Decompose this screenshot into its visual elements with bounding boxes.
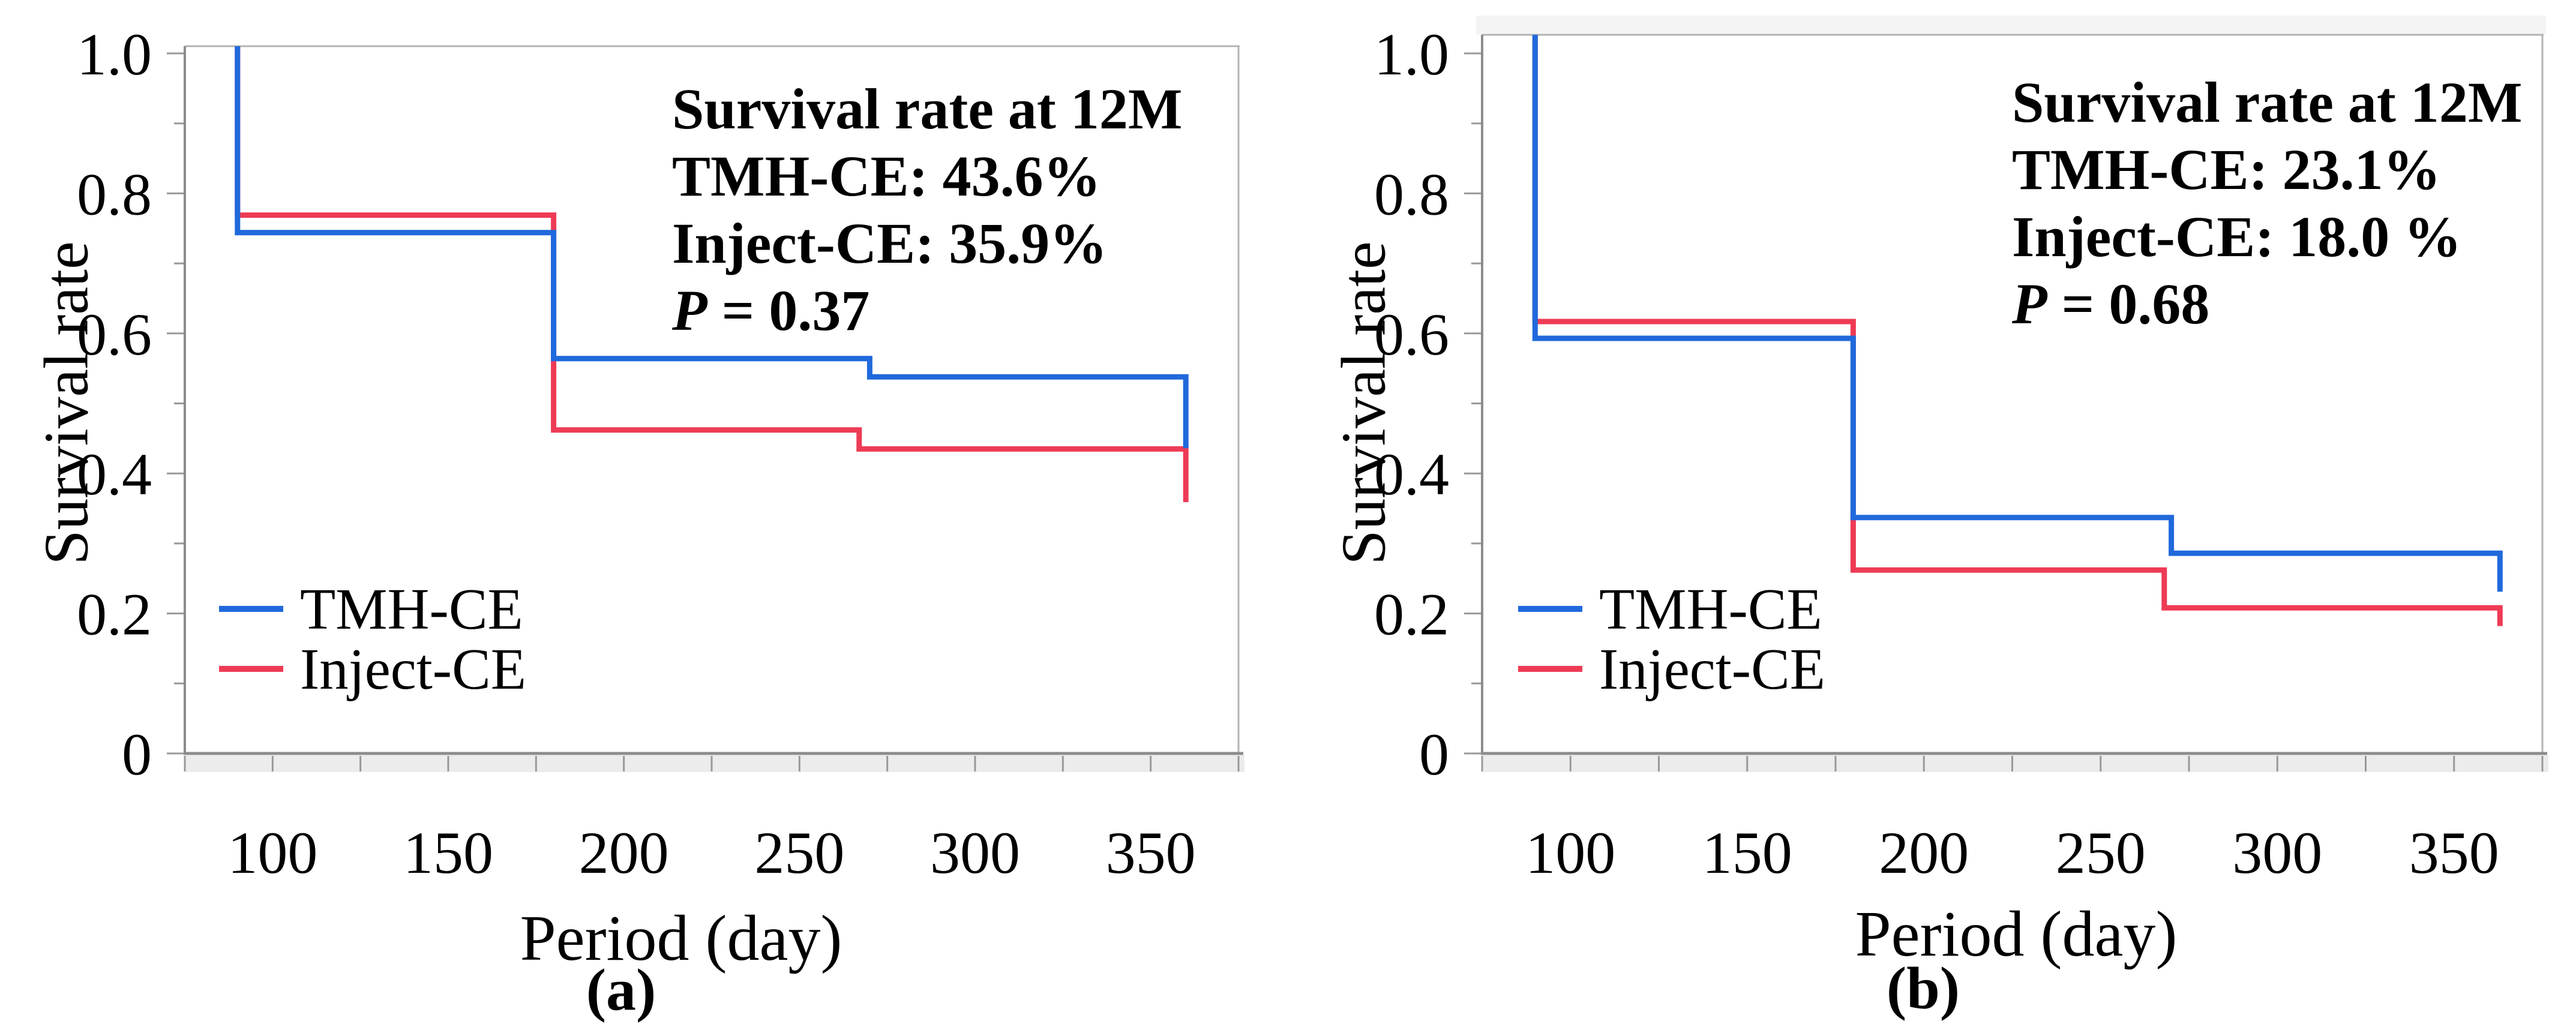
legend-entry-inject-a: Inject-CE xyxy=(219,637,526,701)
x-tick-label: 150 xyxy=(403,819,493,886)
y-axis-ticks: 1.0 0.8 0.6 0.4 0.2 0 xyxy=(1374,21,1482,788)
y-axis-title-a: Survival rate xyxy=(31,241,101,565)
legend-label-tmh: TMH-CE xyxy=(1599,576,1822,641)
inject-ce-curve xyxy=(235,46,1189,502)
y-tick-label: 1.0 xyxy=(1374,21,1449,88)
legend-label-inject: Inject-CE xyxy=(300,636,527,701)
x-tick-label: 250 xyxy=(2056,819,2146,886)
x-tick-label: 200 xyxy=(579,819,669,886)
x-tick-label: 350 xyxy=(2409,819,2499,886)
y-tick-label: 0.4 xyxy=(77,441,152,508)
legend-b: TMH-CE Inject-CE xyxy=(1518,577,1825,701)
panel-plot-b: 1.0 0.8 0.6 0.4 0.2 0 100 150 200 250 300 350 xyxy=(1374,16,2548,886)
legend-entry-tmh-b: TMH-CE xyxy=(1518,577,1825,641)
x-axis-shadow xyxy=(185,755,1244,772)
x-tick-label: 100 xyxy=(1525,819,1615,886)
annotation-b-title: Survival rate at 12M xyxy=(2012,70,2523,134)
x-tick-label: 100 xyxy=(227,819,317,886)
y-tick-label: 0.2 xyxy=(1374,581,1449,648)
p-value: = 0.68 xyxy=(2061,272,2210,336)
x-axis-title-a: Period (day) xyxy=(520,903,842,974)
x-axis-ticks: 100 150 200 250 300 350 xyxy=(1481,756,2544,886)
legend-entry-tmh-a: TMH-CE xyxy=(219,577,526,641)
y-tick-label: 0.4 xyxy=(1374,441,1449,508)
y-axis-title-b: Survival rate xyxy=(1328,241,1399,565)
p-symbol: P xyxy=(2012,272,2047,336)
tmh-ce-line-swatch xyxy=(219,606,283,612)
y-tick-label: 0.6 xyxy=(1374,301,1449,368)
p-symbol: P xyxy=(672,278,707,343)
y-tick-label: 0.8 xyxy=(77,161,152,227)
annotation-a-pvalue: P = 0.37 xyxy=(672,277,1183,344)
x-tick-label: 300 xyxy=(2232,819,2322,886)
y-tick-label: 1.0 xyxy=(77,21,152,88)
inject-ce-curve xyxy=(1532,35,2503,626)
inject-ce-line-swatch xyxy=(219,666,283,672)
x-tick-label: 150 xyxy=(1702,819,1792,886)
x-axis-title-b: Period (day) xyxy=(1855,899,2178,970)
annotation-a-title: Survival rate at 12M xyxy=(672,77,1183,141)
annotation-a-tmh: TMH-CE: 43.6% xyxy=(672,144,1101,208)
tmh-ce-curve xyxy=(1532,35,2503,592)
p-value: = 0.37 xyxy=(721,278,870,343)
chart-background-band xyxy=(1476,16,2546,35)
x-tick-label: 250 xyxy=(754,819,844,886)
tmh-ce-curve xyxy=(235,46,1189,449)
x-tick-label: 200 xyxy=(1879,819,1969,886)
annotation-b-inject: Inject-CE: 18.0 % xyxy=(2012,205,2462,269)
x-tick-label: 300 xyxy=(930,819,1020,886)
x-tick-label: 350 xyxy=(1106,819,1196,886)
legend-label-inject: Inject-CE xyxy=(1599,636,1826,701)
annotation-b: Survival rate at 12M TMH-CE: 23.1% Injec… xyxy=(2012,69,2523,338)
y-tick-label: 0 xyxy=(1419,721,1449,788)
panel-letter-a: (a) xyxy=(586,956,656,1023)
annotation-a: Survival rate at 12M TMH-CE: 43.6% Injec… xyxy=(672,76,1183,344)
annotation-b-tmh: TMH-CE: 23.1% xyxy=(2012,137,2441,202)
y-tick-label: 0.6 xyxy=(77,301,152,368)
annotation-b-pvalue: P = 0.68 xyxy=(2012,271,2523,338)
y-tick-label: 0.8 xyxy=(1374,161,1449,227)
y-axis-ticks: 1.0 0.8 0.6 0.4 0.2 0 xyxy=(77,21,185,788)
tmh-ce-line-swatch xyxy=(1518,606,1582,612)
legend-label-tmh: TMH-CE xyxy=(300,576,523,641)
y-tick-label: 0 xyxy=(122,721,152,788)
panel-plot-a: 1.0 0.8 0.6 0.4 0.2 0 100 150 200 250 300 350 xyxy=(77,21,1244,886)
x-axis-ticks: 100 150 200 250 300 350 xyxy=(184,756,1240,886)
x-axis-shadow xyxy=(1482,755,2548,772)
inject-ce-line-swatch xyxy=(1518,666,1582,672)
y-tick-label: 0.2 xyxy=(77,581,152,648)
legend-entry-inject-b: Inject-CE xyxy=(1518,637,1825,701)
panel-letter-b: (b) xyxy=(1886,954,1960,1022)
legend-a: TMH-CE Inject-CE xyxy=(219,577,526,701)
annotation-a-inject: Inject-CE: 35.9% xyxy=(672,211,1108,275)
